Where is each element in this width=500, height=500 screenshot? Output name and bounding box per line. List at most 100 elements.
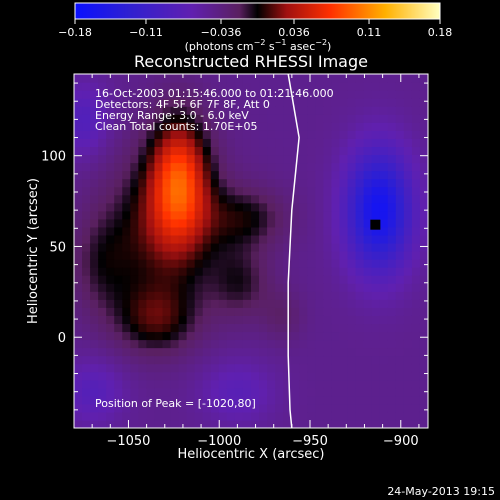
heatmap-cell (106, 154, 115, 164)
heatmap-cell (347, 138, 357, 148)
heatmap-cell (395, 347, 405, 357)
heatmap-cell (371, 154, 381, 164)
heatmap-cell (138, 114, 148, 123)
heatmap-cell (403, 347, 413, 357)
heatmap-cell (130, 90, 139, 99)
heatmap-cell (283, 226, 292, 236)
heatmap-cell (170, 98, 180, 107)
heatmap-cell (154, 403, 164, 413)
heatmap-cell (170, 202, 180, 212)
heatmap-cell (371, 186, 381, 196)
heatmap-cell (323, 162, 333, 172)
heatmap-cell (411, 82, 421, 91)
heatmap-cell (371, 194, 381, 204)
heatmap-cell (347, 371, 357, 381)
heatmap-cell (355, 114, 365, 123)
heatmap-cell (355, 122, 365, 131)
y-tick-label: 100 (41, 150, 66, 165)
heatmap-cell (130, 178, 139, 188)
heatmap-cell (299, 242, 308, 252)
heatmap-cell (267, 170, 276, 180)
heatmap-cell (291, 106, 300, 115)
chart-title: Reconstructed RHESSI Image (134, 52, 368, 71)
heatmap-cell (154, 307, 164, 316)
heatmap-cell (315, 74, 325, 83)
heatmap-cell (363, 419, 373, 428)
heatmap-cell (355, 82, 365, 91)
heatmap-cell (234, 202, 244, 212)
heatmap-cell (315, 339, 325, 349)
heatmap-cell (186, 419, 196, 428)
heatmap-cell (74, 106, 83, 115)
heatmap-cell (331, 403, 341, 413)
heatmap-cell (371, 411, 381, 421)
heatmap-cell (234, 82, 244, 91)
heatmap-cell (347, 323, 357, 333)
heatmap-cell (202, 114, 212, 123)
heatmap-cell (202, 315, 212, 325)
heatmap-cell (323, 226, 333, 236)
heatmap-cell (178, 194, 188, 204)
heatmap-cell (226, 275, 236, 284)
heatmap-cell (395, 146, 405, 156)
heatmap-cell (106, 234, 115, 244)
heatmap-cell (395, 242, 405, 252)
heatmap-cell (138, 403, 148, 413)
heatmap-cell (138, 291, 148, 300)
heatmap-cell (202, 267, 212, 276)
heatmap-cell (331, 226, 341, 236)
heatmap-cell (291, 154, 300, 164)
heatmap-cell (146, 114, 156, 123)
heatmap-cell (331, 186, 341, 196)
heatmap-cell (74, 411, 83, 421)
heatmap-cell (387, 130, 397, 139)
heatmap-cell (82, 242, 91, 252)
heatmap-cell (74, 379, 83, 389)
heatmap-cell (371, 242, 381, 252)
heatmap-cell (299, 411, 308, 421)
heatmap-cell (162, 403, 172, 413)
heatmap-cell (138, 411, 148, 421)
heatmap-cell (202, 275, 212, 284)
heatmap-cell (323, 331, 333, 341)
heatmap-cell (371, 275, 381, 284)
heatmap-cell (259, 114, 268, 123)
heatmap-cell (170, 210, 180, 220)
heatmap-cell (355, 419, 365, 428)
heatmap-cell (315, 259, 325, 268)
heatmap-cell (82, 379, 91, 389)
heatmap-cell (178, 210, 188, 220)
heatmap-cell (186, 122, 196, 131)
heatmap-cell (323, 106, 333, 115)
heatmap-cell (194, 275, 204, 284)
heatmap-cell (178, 395, 188, 405)
heatmap-cell (186, 234, 196, 244)
heatmap-cell (138, 82, 148, 91)
heatmap-cell (90, 154, 99, 164)
heatmap-cell (387, 74, 397, 83)
heatmap-cell (138, 315, 148, 325)
heatmap-cell (363, 283, 373, 292)
heatmap-cell (331, 82, 341, 91)
heatmap-cell (315, 379, 325, 389)
heatmap-cell (259, 283, 268, 292)
x-tick-label: −900 (383, 434, 419, 449)
heatmap-cell (90, 242, 99, 252)
heatmap-cell (170, 379, 180, 389)
heatmap-cell (114, 218, 123, 228)
heatmap-cell (170, 130, 180, 139)
heatmap-cell (315, 419, 325, 428)
heatmap-cell (403, 339, 413, 349)
heatmap-cell (307, 363, 316, 373)
heatmap-cell (307, 162, 316, 172)
heatmap-cell (371, 130, 381, 139)
heatmap-cell (218, 403, 228, 413)
heatmap-cell (130, 363, 139, 373)
heatmap-cell (347, 146, 357, 156)
heatmap-cell (419, 363, 428, 373)
heatmap-cell (242, 331, 252, 341)
heatmap-cell (90, 267, 99, 276)
heatmap-cell (251, 363, 260, 373)
heatmap-cell (162, 275, 172, 284)
